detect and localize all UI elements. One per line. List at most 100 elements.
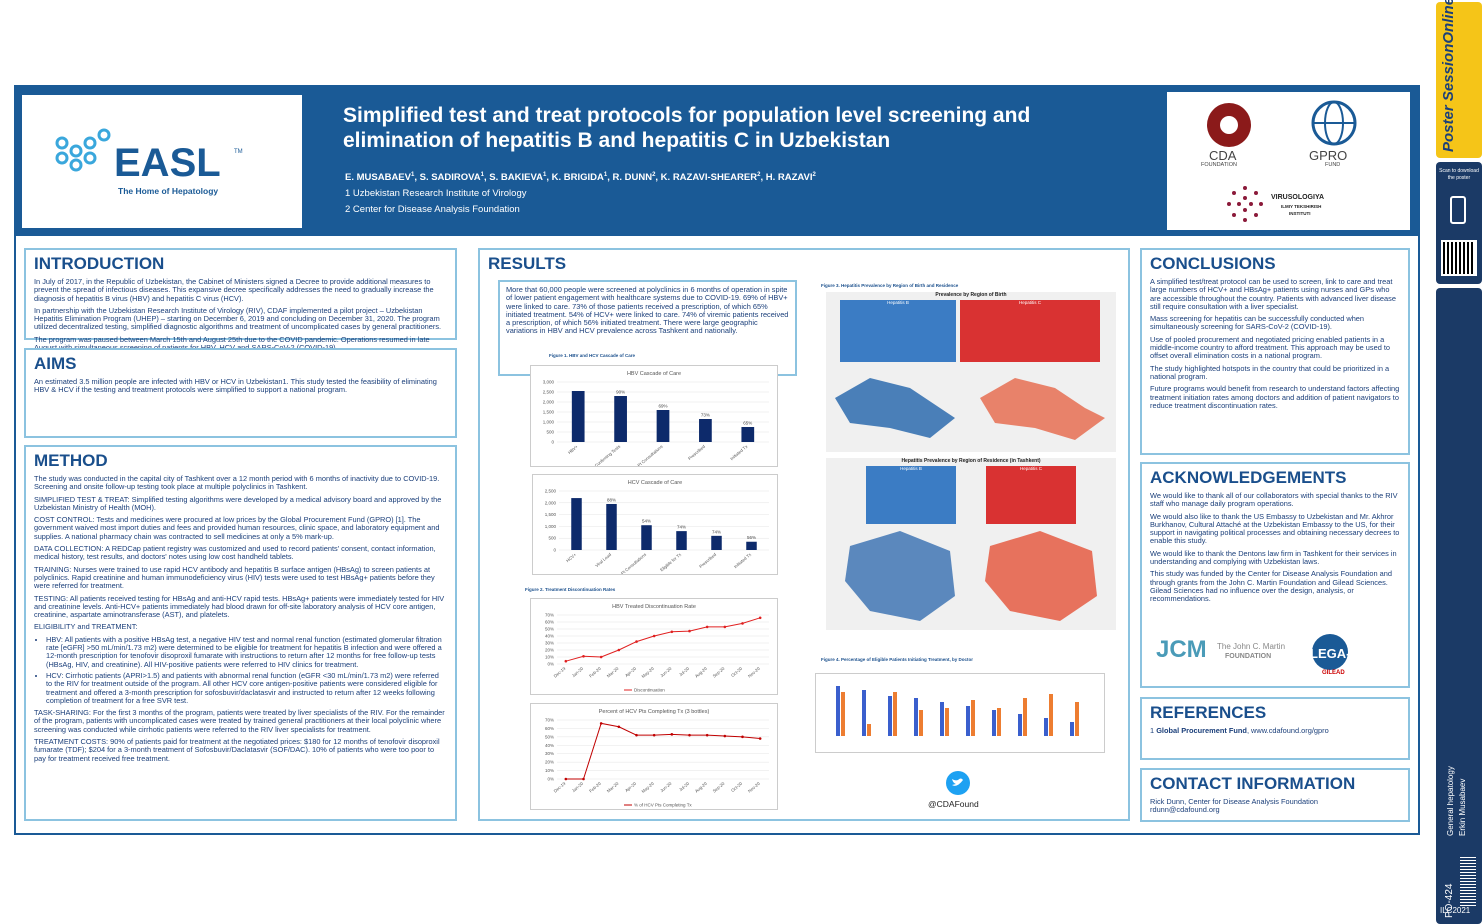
author-affil: 1 [603, 172, 608, 178]
bar [571, 498, 582, 550]
chart-title: HBV Treated Discontinuation Rate [612, 604, 696, 610]
bar-label: 54% [642, 519, 651, 524]
x-tick-label: Dec-19 [553, 781, 567, 794]
item: The program was paused between March 15t… [34, 334, 430, 351]
paragraphs: The study was conducted in the capital c… [34, 474, 447, 632]
brand-panel: Poster SessionOnline [1436, 0, 1482, 158]
x-tick-label: Sep-20 [712, 781, 726, 794]
item: The study was conducted in the capital c… [34, 474, 440, 492]
author-name: , S. BAKIEVA [484, 172, 543, 184]
item: We would like to thank the Dentons law f… [1150, 548, 1397, 567]
y-tick-label: 20% [545, 648, 554, 653]
bar [641, 525, 652, 550]
item: In July of 2017, in the Republic of Uzbe… [34, 277, 434, 303]
bar-label: 88% [607, 497, 616, 502]
y-tick-label: 30% [545, 751, 554, 756]
heading: AIMS [34, 354, 77, 373]
y-tick-label: 1,500 [545, 512, 557, 517]
paragraphs: We would like to thank all of our collab… [1150, 491, 1400, 604]
aims: AIMS An estimated 3.5 million people are … [24, 348, 457, 438]
x-tick-label: Jun-20 [659, 781, 673, 794]
item: Use of pooled procurement and negotiated… [1150, 334, 1391, 361]
figure4-art [836, 686, 1079, 736]
item: In partnership with the Uzbekistan Resea… [34, 305, 442, 332]
x-tick-label: Aug-20 [694, 666, 708, 679]
table-hcv: Hepatitis C [986, 466, 1076, 524]
y-tick-label: 50% [545, 734, 554, 739]
easl-tag: The Home of Hepatology [118, 186, 219, 196]
heading: RESULTS [488, 254, 567, 273]
contact-email: rdunn@cdafound.org [1150, 805, 1220, 815]
item: TRAINING: Nurses were trained to use rap… [34, 564, 435, 591]
cda-sub: FOUNDATION [1201, 162, 1237, 168]
item: TESTING: All patients received testing f… [34, 593, 445, 620]
item: Mass screening for hepatitis can be succ… [1150, 314, 1365, 332]
gpro-sub: FUND [1325, 162, 1341, 168]
jcm-name: The John C. Martin [1217, 642, 1286, 651]
line [565, 617, 761, 662]
bar-label: 56% [747, 535, 756, 540]
heading: CONTACT INFORMATION [1150, 774, 1356, 793]
item: This study was funded by the Center for … [1150, 569, 1392, 604]
marker [741, 735, 744, 739]
item: ELIGIBILITY and TREATMENT: [34, 622, 138, 632]
y-tick-label: 30% [545, 641, 554, 646]
chart-title: Percent of HCV Pts Completing Tx (3 bott… [599, 709, 710, 715]
x-tick-label: Oct-20 [730, 781, 744, 794]
x-tick-label: Prescribed [698, 552, 717, 569]
marker [652, 733, 656, 737]
x-tick-label: Viral Load [594, 552, 612, 569]
x-tick-label: Jan-20 [571, 781, 585, 794]
author-affil: 2 [812, 172, 816, 178]
table-hbv: Hepatitis B [840, 300, 956, 362]
barcode [1460, 856, 1476, 906]
bar-label: 74% [677, 525, 686, 530]
heading: INTRODUCTION [34, 254, 165, 273]
jcm: JCM [1156, 636, 1207, 663]
paragraphs: TASK-SHARING: For the first 3 months of … [34, 708, 447, 763]
viro-sub: ILMIY TEKSHIRISH [1281, 204, 1322, 209]
chart: HCV Cascade of Care 0 500 1,000 1,500 2,000 2,… [545, 480, 769, 576]
author-affil: 2 [652, 172, 656, 178]
maps [845, 531, 1097, 621]
easl: EASL [114, 141, 221, 185]
heading: METHOD [34, 451, 108, 470]
x-tick-label: Pt Consultations [620, 552, 647, 574]
paragraphs: A simplified test/treat protocol can be … [1150, 277, 1400, 410]
x-tick-label: Jun-20 [659, 666, 673, 679]
item: The study highlighted hotspots in the co… [1150, 363, 1390, 381]
y-tick-label: 500 [546, 430, 554, 435]
y-tick-label: 10% [545, 768, 554, 773]
y-tick-label: 1,500 [543, 410, 555, 415]
author-name: E. MUSABAEV [345, 172, 411, 184]
y-tick-label: 2,000 [545, 500, 557, 505]
x-tick-label: Initiated Tx [729, 443, 749, 461]
marker [635, 733, 638, 737]
method: METHOD The study was conducted in the cap… [24, 445, 457, 821]
author-name: , H. RAZAVI [760, 172, 813, 184]
y-tick-label: 20% [545, 760, 554, 765]
y-tick-label: 70% [545, 718, 554, 723]
caption: Figure 4. Percentage of Eligible Patient… [821, 657, 974, 662]
authors: E. MUSABAEV1, S. SADIROVA1, S. BAKIEVA1,… [345, 172, 816, 183]
bar [699, 419, 712, 442]
author-affil: 1 [542, 172, 547, 178]
bar-label: 65% [743, 421, 752, 426]
marker [652, 634, 656, 638]
bar [606, 503, 617, 550]
marker [688, 629, 691, 633]
viro-icon [1227, 186, 1263, 222]
bullets: HBV: All patients with a positive HBsAg … [34, 635, 447, 705]
x-tick-label: Dec-19 [553, 666, 567, 679]
caption: Figure 1. HBV and HCV Cascade of Care [549, 353, 636, 358]
legend-label: Discontinuation [634, 688, 665, 693]
y-tick-label: 50% [545, 627, 554, 632]
item: 2 Center for Disease Analysis Foundation [345, 204, 520, 215]
map-title: Prevalence by Region of Birth [935, 292, 1007, 298]
item: DATA COLLECTION: A REDCap patient regist… [34, 544, 436, 562]
marker [705, 625, 709, 629]
phone-icon [1450, 196, 1466, 224]
y-tick-label: 500 [548, 536, 556, 541]
item: We would also like to thank the US Embas… [1150, 511, 1400, 546]
